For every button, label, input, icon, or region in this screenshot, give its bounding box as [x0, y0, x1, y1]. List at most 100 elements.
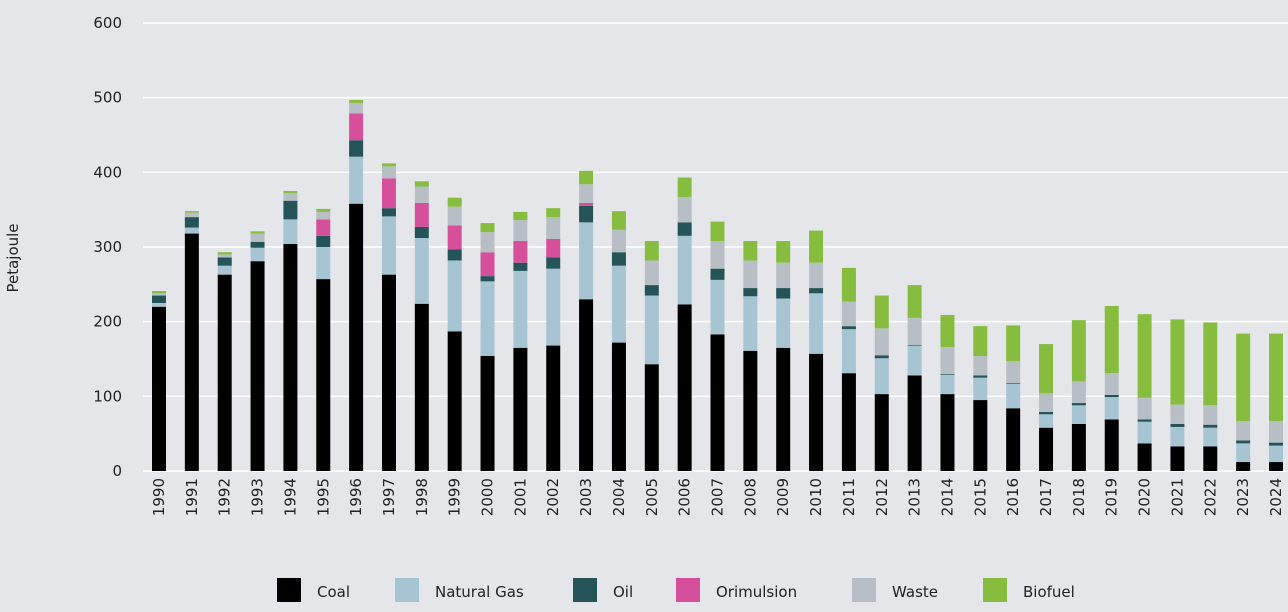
bar-segment	[283, 191, 298, 194]
bar-segment	[381, 216, 396, 275]
bar-segment	[809, 230, 824, 263]
bar-segment	[217, 252, 232, 255]
y-tick-label: 300	[93, 238, 122, 256]
y-tick-label: 400	[93, 163, 122, 181]
bar-segment	[184, 212, 199, 218]
bar-segment	[1104, 397, 1119, 420]
bar-segment	[1137, 421, 1152, 444]
bar-segment	[907, 285, 922, 318]
bar-segment	[447, 331, 462, 471]
legend-label: Biofuel	[1023, 583, 1075, 601]
bar-segment	[447, 225, 462, 250]
bar-segment	[1269, 420, 1283, 443]
bar-segment	[480, 252, 495, 277]
bar-segment	[874, 358, 889, 395]
bar-segment	[973, 377, 988, 401]
x-tick-label: 2012	[873, 478, 891, 516]
bar-segment	[184, 211, 199, 213]
bar-segment	[874, 328, 889, 356]
bar-segment	[1236, 420, 1251, 441]
bar-segment	[611, 211, 626, 230]
legend-swatch	[395, 578, 419, 602]
bar-segment	[184, 233, 199, 471]
x-tick-label: 2004	[610, 478, 628, 516]
bar-segment	[480, 281, 495, 357]
bar-segment	[250, 241, 265, 248]
bar-segment	[414, 303, 429, 471]
bar-segment	[611, 252, 626, 266]
bar-segment	[546, 268, 561, 346]
bar-segment	[1039, 427, 1054, 471]
bar-segment	[710, 241, 725, 269]
bar-segment	[1137, 443, 1152, 471]
bar-segment	[644, 241, 659, 261]
bar-segment	[579, 170, 594, 185]
bar-segment	[841, 301, 856, 327]
y-tick-label: 200	[93, 313, 122, 331]
bar-segment	[1236, 333, 1251, 421]
bar-segment	[973, 356, 988, 376]
x-tick-label: 2018	[1070, 478, 1088, 516]
bar-segment	[513, 262, 528, 271]
bar-segment	[677, 196, 692, 223]
bar-segment	[743, 241, 758, 261]
bar-segment	[152, 293, 166, 296]
bar-segment	[644, 364, 659, 471]
x-tick-label: 2021	[1168, 478, 1186, 516]
bar-segment	[1170, 404, 1185, 424]
bar-segment	[546, 257, 561, 269]
bar-segment	[1236, 443, 1251, 463]
bar-segment	[414, 238, 429, 304]
bar-segment	[217, 274, 232, 471]
bar-segment	[809, 353, 824, 471]
legend-label: Orimulsion	[716, 583, 797, 601]
bar-segment	[1203, 405, 1218, 425]
y-tick-label: 600	[93, 14, 122, 32]
bar-segment	[316, 247, 331, 280]
x-tick-label: 1994	[281, 478, 299, 516]
bar-segment	[447, 249, 462, 261]
bar-segment	[743, 288, 758, 297]
bar-segment	[1137, 314, 1152, 398]
bar-segment	[184, 227, 199, 234]
bar-segment	[316, 208, 331, 212]
bar-segment	[381, 163, 396, 167]
bar-segment	[546, 345, 561, 471]
bar-segment	[940, 314, 955, 348]
bar-segment	[841, 329, 856, 374]
bar-segment	[940, 374, 955, 395]
bar-segment	[184, 217, 199, 228]
bar-segment	[907, 375, 922, 471]
x-tick-label: 2024	[1267, 478, 1285, 516]
bar-segment	[1170, 446, 1185, 471]
x-tick-label: 2010	[807, 478, 825, 516]
bar-segment	[710, 334, 725, 471]
bar-segment	[710, 279, 725, 335]
bar-segment	[809, 288, 824, 294]
bar-segment	[1039, 344, 1054, 394]
bar-segment	[414, 226, 429, 239]
x-tick-label: 2023	[1234, 478, 1252, 516]
bar-segment	[250, 247, 265, 262]
bar-segment	[677, 304, 692, 471]
bar-segment	[414, 186, 429, 203]
bar-segment	[152, 303, 166, 307]
x-tick-label: 2002	[544, 478, 562, 516]
bar-segment	[1006, 325, 1021, 362]
bar-segment	[677, 222, 692, 236]
bar-segment	[414, 181, 429, 187]
bar-segment	[349, 140, 364, 157]
bar-segment	[447, 260, 462, 332]
bar-segment	[316, 211, 331, 220]
bar-segment	[480, 223, 495, 233]
y-tick-label: 100	[93, 387, 122, 405]
x-tick-label: 2017	[1037, 478, 1055, 516]
x-tick-label: 2008	[741, 478, 759, 516]
bar-segment	[349, 102, 364, 114]
bar-segment	[1071, 381, 1086, 404]
bar-segment	[349, 99, 364, 103]
x-tick-label: 2014	[938, 478, 956, 516]
bar-segment	[1006, 408, 1021, 471]
x-tick-label: 2007	[709, 478, 727, 516]
